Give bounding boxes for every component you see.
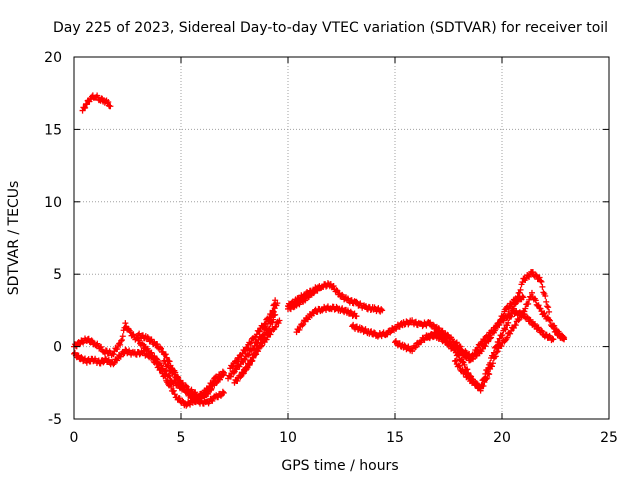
data-point-markers [451, 268, 553, 392]
x-tick-label: 15 [386, 430, 404, 446]
plot-frame [73, 56, 610, 420]
x-axis-label: GPS time / hours [281, 458, 398, 474]
data-point-markers [237, 317, 283, 379]
y-axis-label: SDTVAR / TECUs [6, 181, 22, 296]
data-point-markers [424, 307, 557, 364]
y-tick-label: 10 [44, 195, 62, 211]
data-point-markers [550, 322, 568, 343]
y-tick-label: -5 [48, 412, 62, 428]
series-track-15 [451, 268, 553, 392]
data-point-markers [285, 284, 321, 310]
y-tick-label: 15 [44, 122, 62, 138]
series-track-early [79, 92, 114, 114]
x-tick-label: 20 [493, 430, 511, 446]
grid-layer [74, 57, 609, 419]
x-tick-label: 0 [70, 430, 79, 446]
data-point-markers [227, 300, 281, 372]
chart-title: Day 225 of 2023, Sidereal Day-to-day VTE… [53, 20, 608, 36]
series-track-14 [424, 307, 557, 364]
y-tick-label: 0 [53, 340, 62, 356]
series-track-8 [237, 317, 283, 379]
series-track-10 [293, 303, 360, 336]
x-tick-label: 5 [177, 430, 186, 446]
data-point-markers [293, 303, 360, 336]
series-track-6 [227, 300, 281, 372]
y-tick-label: 5 [53, 267, 62, 283]
data-point-markers [160, 357, 227, 400]
x-tick-label: 25 [600, 430, 618, 446]
series-track-11 [285, 284, 321, 310]
data-point-markers [349, 293, 527, 363]
x-tick-label: 10 [279, 430, 297, 446]
series-track-16 [550, 322, 568, 343]
y-tick-label: 20 [44, 50, 62, 66]
data-point-markers [79, 92, 114, 114]
series-track-4 [160, 357, 227, 400]
series-track-12 [349, 293, 527, 363]
plot-layer [71, 92, 568, 409]
tick-layer: 0 5 10 15 20 25 -5 0 5 10 15 20 [44, 50, 618, 446]
